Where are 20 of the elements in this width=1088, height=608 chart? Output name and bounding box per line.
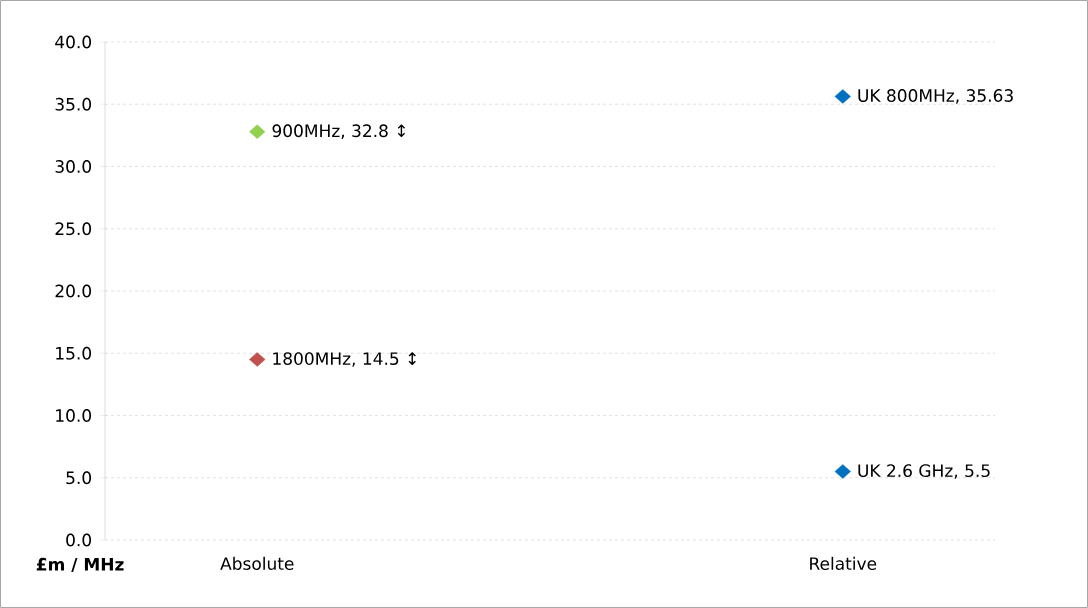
y-tick-label: 0.0 <box>66 533 92 547</box>
point <box>249 124 266 139</box>
y-tick-label: 30.0 <box>55 160 92 173</box>
data-label: 1800MHz, 14.5 ↕ <box>273 352 416 367</box>
data-label: UK 2.6 GHz, 5.5 <box>858 464 990 479</box>
x-tick-label: Relative <box>810 556 877 570</box>
data-label: UK 800MHz, 35.63 <box>858 89 1013 104</box>
data-label: 900MHz, 32.8 ↕ <box>272 124 406 139</box>
y-tick-label: 25.0 <box>55 222 92 236</box>
y-tick-label: 10.0 <box>56 409 92 422</box>
y-tick-label: 35.0 <box>55 97 92 111</box>
point <box>834 464 851 479</box>
x-tick-label: Absolute <box>220 556 294 570</box>
y-tick-label: 15.0 <box>56 346 92 360</box>
y-tick-label: 40.0 <box>55 35 92 49</box>
point <box>249 352 266 367</box>
y-tick-label: 20.0 <box>55 284 92 298</box>
y-axis-title: £m / MHz <box>36 557 124 573</box>
y-tick-label: 5.0 <box>66 471 92 485</box>
point <box>834 89 851 104</box>
